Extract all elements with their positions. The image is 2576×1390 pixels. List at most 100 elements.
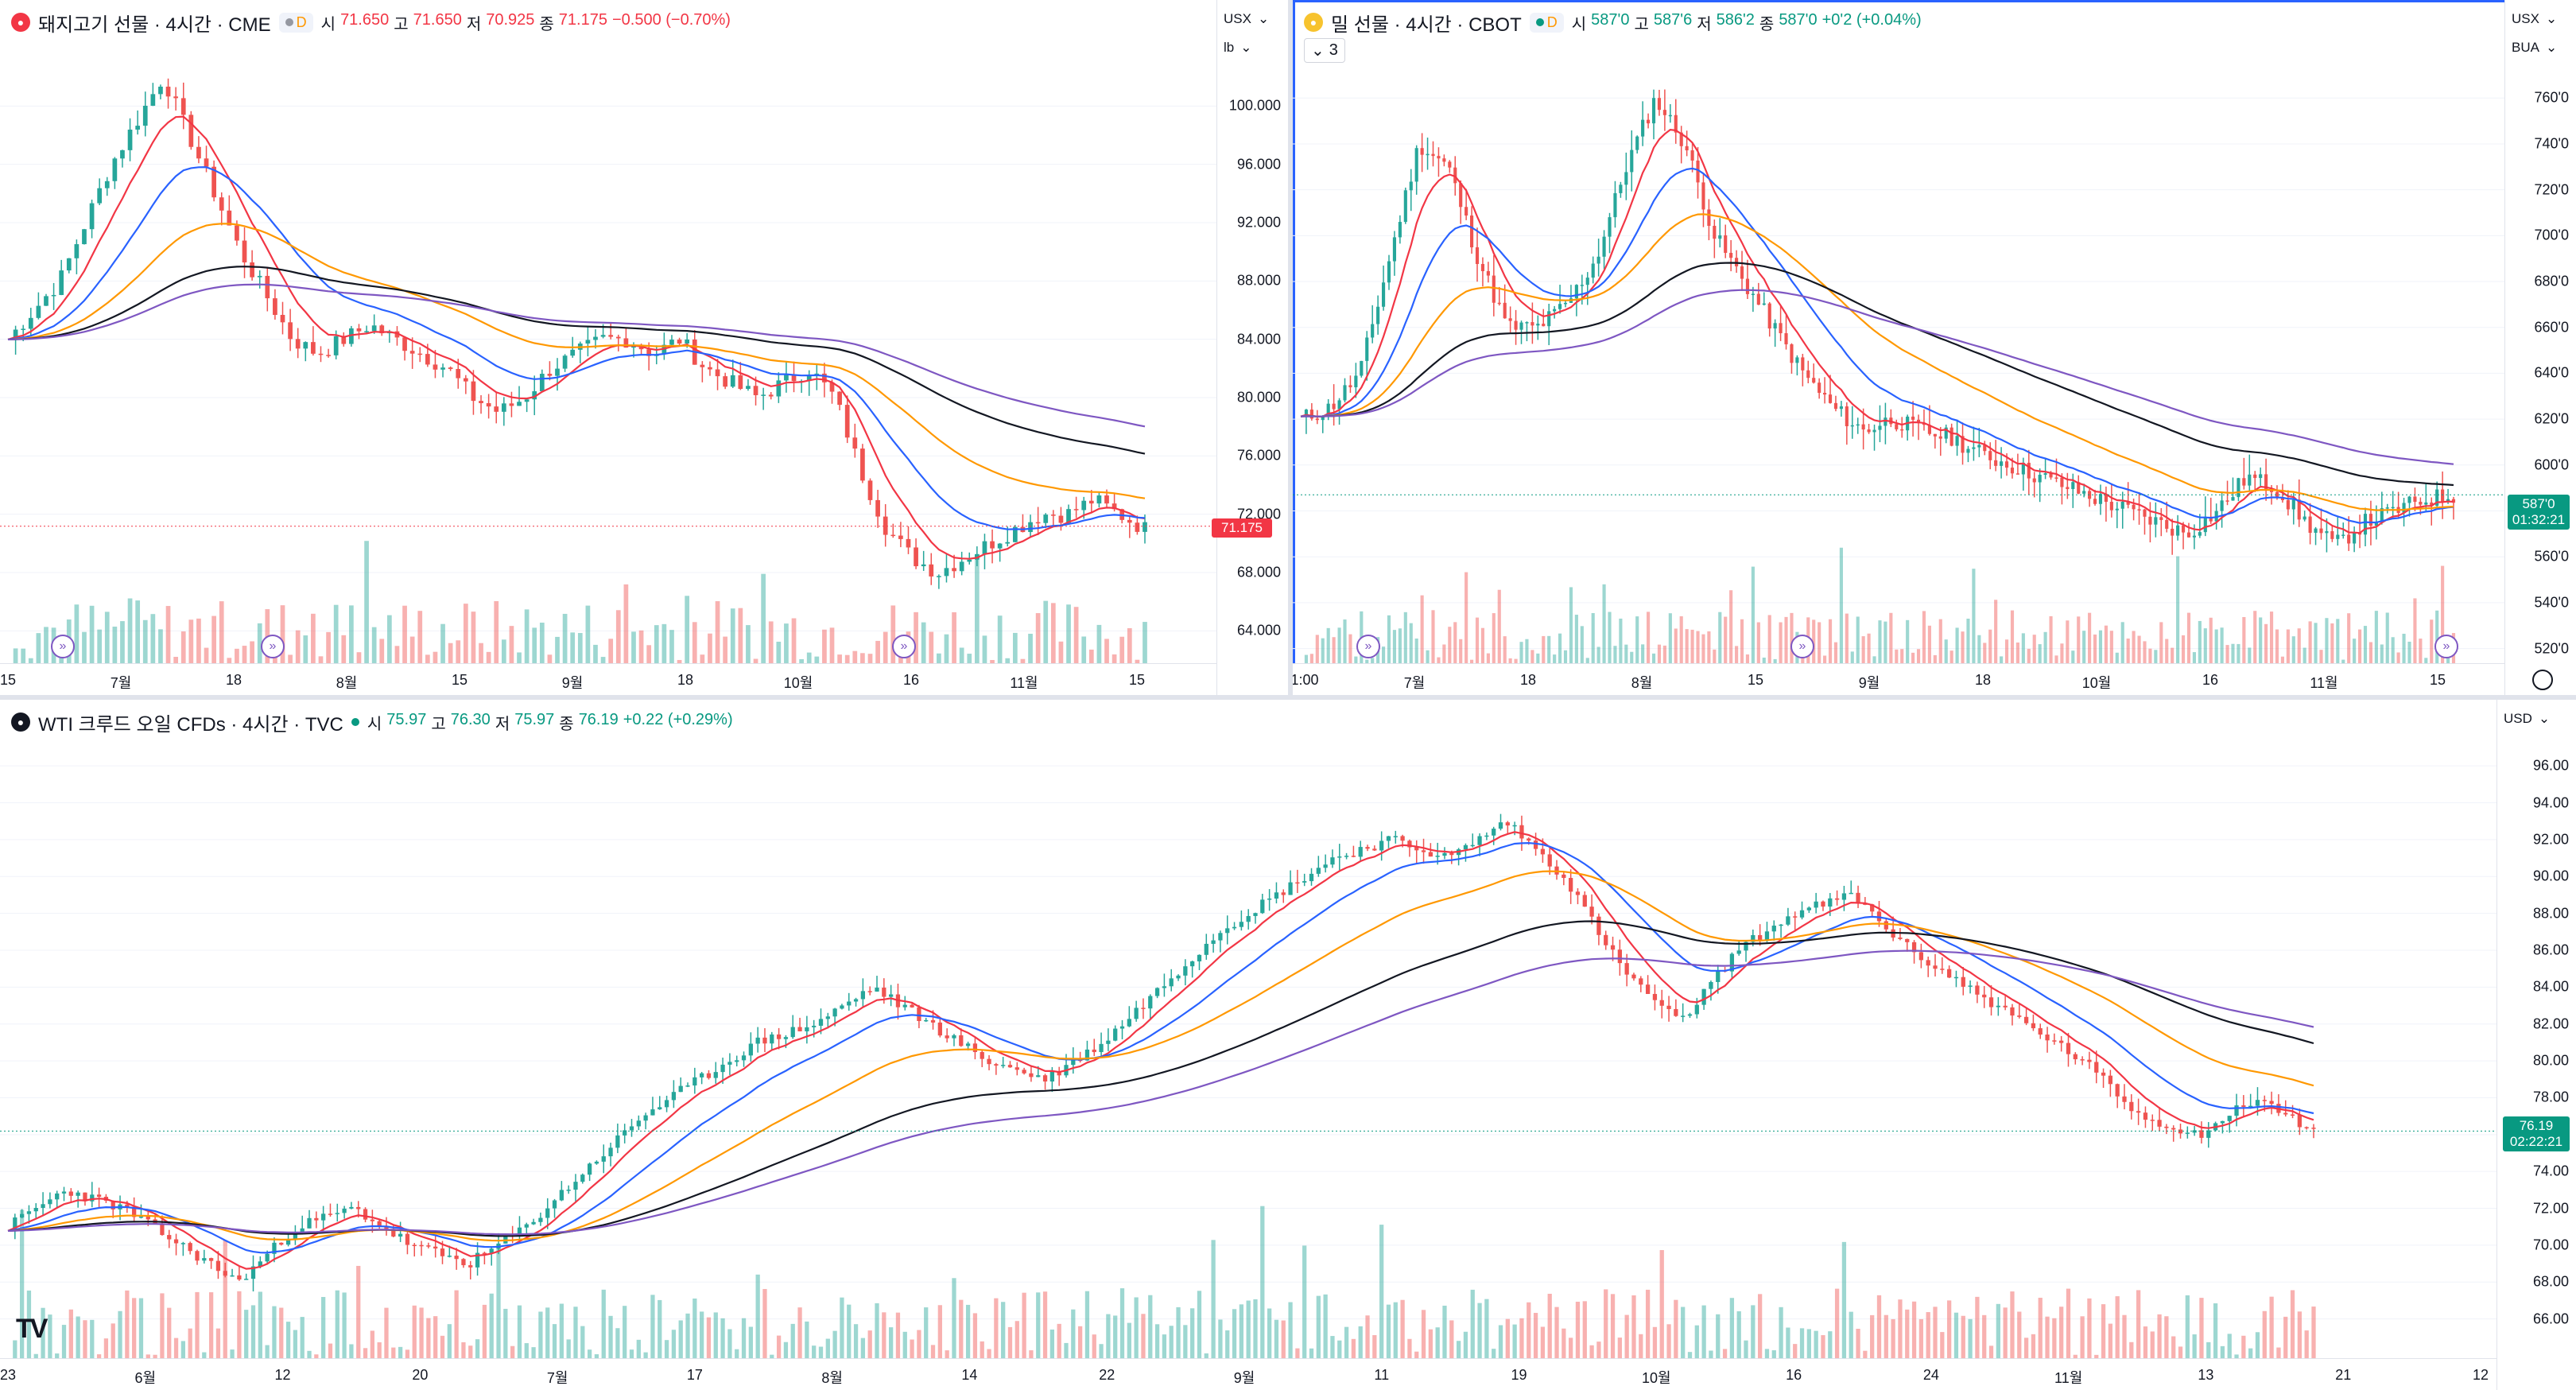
candle[interactable] <box>1596 256 1600 264</box>
candle[interactable] <box>1841 893 1847 900</box>
candle[interactable] <box>36 305 41 318</box>
candle[interactable] <box>671 1092 677 1101</box>
candle[interactable] <box>1505 822 1510 826</box>
candle[interactable] <box>1407 841 1412 848</box>
candle[interactable] <box>1309 410 1313 419</box>
candle[interactable] <box>685 1085 690 1087</box>
candle[interactable] <box>1905 938 1910 942</box>
candle[interactable] <box>1477 836 1482 845</box>
candle[interactable] <box>517 402 522 406</box>
candle[interactable] <box>1801 357 1805 371</box>
candle[interactable] <box>258 1261 262 1267</box>
candle[interactable] <box>370 1219 374 1221</box>
candle[interactable] <box>1330 857 1335 865</box>
candle[interactable] <box>860 991 866 1000</box>
candle[interactable] <box>2280 497 2284 500</box>
candle[interactable] <box>930 1019 936 1023</box>
candle[interactable] <box>552 1200 557 1209</box>
candle[interactable] <box>1316 868 1321 874</box>
candle[interactable] <box>1591 263 1595 278</box>
candle[interactable] <box>2311 1128 2316 1129</box>
candle[interactable] <box>997 543 1003 549</box>
candle[interactable] <box>837 391 842 406</box>
candle[interactable] <box>26 1211 32 1214</box>
candle[interactable] <box>1918 952 1924 961</box>
candle[interactable] <box>2330 531 2334 539</box>
currency-selector[interactable]: USX ⌄ <box>2512 11 2558 26</box>
candle[interactable] <box>1409 181 1413 191</box>
candle[interactable] <box>1512 825 1517 827</box>
candle[interactable] <box>965 1043 971 1046</box>
candle[interactable] <box>2391 507 2395 509</box>
candle[interactable] <box>1453 167 1457 184</box>
candle[interactable] <box>2262 1100 2267 1101</box>
candle[interactable] <box>1459 183 1463 208</box>
candle[interactable] <box>1253 913 1258 916</box>
candle[interactable] <box>2269 489 2274 492</box>
candle[interactable] <box>2038 475 2042 483</box>
candle[interactable] <box>1823 393 1827 395</box>
currency-selector[interactable]: USX ⌄ <box>1224 11 1270 26</box>
candle[interactable] <box>937 576 941 577</box>
candle[interactable] <box>2115 508 2119 511</box>
candle[interactable] <box>1867 429 1871 433</box>
candle[interactable] <box>1365 337 1369 361</box>
candle[interactable] <box>1982 994 1987 998</box>
candle[interactable] <box>1547 311 1551 327</box>
candle[interactable] <box>1806 907 1811 910</box>
candle[interactable] <box>250 262 254 278</box>
candle[interactable] <box>600 335 606 337</box>
candle[interactable] <box>1740 266 1744 279</box>
candle[interactable] <box>223 1271 227 1276</box>
candle[interactable] <box>1134 1008 1139 1019</box>
candle[interactable] <box>2220 1120 2225 1124</box>
candle[interactable] <box>917 1007 921 1022</box>
candle[interactable] <box>2402 503 2406 513</box>
candle[interactable] <box>1050 514 1056 516</box>
candle[interactable] <box>215 1260 221 1272</box>
candle[interactable] <box>426 1245 431 1247</box>
candle[interactable] <box>1246 915 1251 922</box>
candle[interactable] <box>806 375 812 382</box>
candle[interactable] <box>990 541 995 549</box>
candle[interactable] <box>307 1217 312 1229</box>
candle[interactable] <box>2157 1120 2162 1127</box>
candle[interactable] <box>825 1016 830 1019</box>
candle[interactable] <box>735 1060 739 1062</box>
candle[interactable] <box>1514 320 1518 330</box>
candle[interactable] <box>61 1191 67 1194</box>
candle[interactable] <box>180 1243 186 1244</box>
candle[interactable] <box>1657 98 1662 111</box>
candle[interactable] <box>111 1200 115 1209</box>
candle[interactable] <box>2347 534 2351 544</box>
candle[interactable] <box>1035 522 1041 524</box>
candle[interactable] <box>138 1216 144 1218</box>
candle[interactable] <box>952 1035 956 1039</box>
candle[interactable] <box>2181 525 2186 533</box>
candle[interactable] <box>1315 418 1319 421</box>
candle[interactable] <box>66 258 72 271</box>
candle[interactable] <box>1563 302 1568 305</box>
candle[interactable] <box>902 1004 907 1008</box>
tradingview-logo-icon[interactable]: TV <box>16 1314 48 1344</box>
candle[interactable] <box>1486 270 1490 276</box>
candle[interactable] <box>1470 215 1474 248</box>
candle[interactable] <box>741 1055 747 1061</box>
candle[interactable] <box>242 240 247 262</box>
candle[interactable] <box>230 1275 235 1277</box>
candle[interactable] <box>1465 207 1468 216</box>
candle[interactable] <box>419 1244 424 1247</box>
candle[interactable] <box>2031 1023 2036 1029</box>
candle[interactable] <box>700 1073 704 1077</box>
candle[interactable] <box>1624 963 1629 975</box>
candle[interactable] <box>295 339 301 349</box>
candle[interactable] <box>1435 856 1440 857</box>
candle[interactable] <box>2015 473 2019 475</box>
candle[interactable] <box>303 342 308 349</box>
candle[interactable] <box>19 1213 25 1218</box>
candle[interactable] <box>1764 931 1770 942</box>
candle[interactable] <box>867 480 873 500</box>
candle[interactable] <box>265 275 270 299</box>
candle[interactable] <box>1953 976 1959 979</box>
candle[interactable] <box>440 1248 445 1256</box>
